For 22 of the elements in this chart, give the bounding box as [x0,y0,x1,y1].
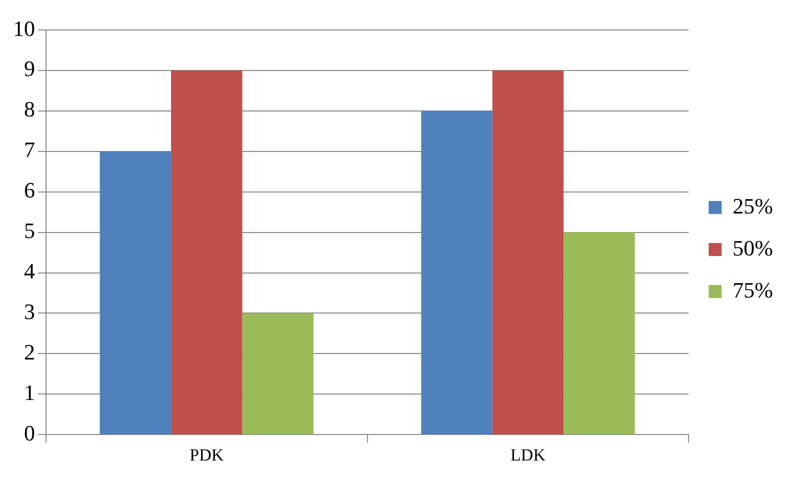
y-tick-label: 2 [24,339,35,364]
bar [242,313,314,434]
legend-label: 25% [732,193,773,218]
legend-label: 50% [732,235,773,260]
y-tick-label: 7 [24,137,35,162]
bar [564,232,635,434]
y-tick-label: 6 [24,178,35,203]
y-tick-label: 4 [24,258,35,284]
y-tick-label: 1 [24,380,35,405]
x-tick-label: PDK [190,445,224,464]
y-tick-label: 3 [24,299,35,324]
bar [421,110,492,434]
y-tick-label: 9 [24,56,35,82]
bar [492,70,564,434]
legend-label: 75% [732,277,773,302]
x-tick-label: LDK [510,445,546,464]
y-tick-label: 8 [24,96,35,122]
y-tick-label: 10 [13,16,35,41]
y-tick-label: 0 [24,420,35,446]
bar [100,151,172,434]
bar [171,70,242,434]
y-tick-label: 5 [24,218,35,244]
